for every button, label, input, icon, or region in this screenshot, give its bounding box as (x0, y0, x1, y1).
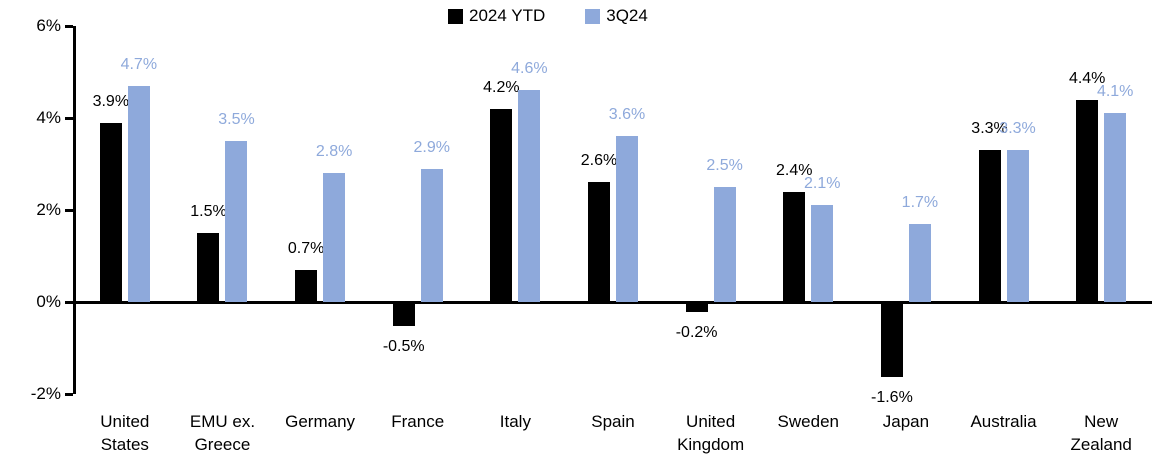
legend-item-3q24: 3Q24 (585, 6, 648, 26)
category-label-emu-ex-greece: EMU ex. Greece (189, 412, 256, 454)
bar-3q24-italy (518, 90, 541, 302)
y-axis-tick (65, 393, 73, 396)
category-label-australia: Australia (970, 412, 1037, 431)
category-label-japan: Japan (882, 412, 930, 431)
legend-swatch-3q24 (585, 8, 601, 24)
data-label-3q24-united-kingdom: 2.5% (706, 157, 743, 174)
chart-legend: 2024 YTD 3Q24 (448, 6, 648, 26)
bar-2024-ytd-australia (978, 150, 1001, 302)
y-axis-tick (65, 209, 73, 212)
bar-3q24-germany (323, 173, 346, 302)
category-label-italy: Italy (499, 412, 531, 431)
category-label-france: France (391, 412, 445, 431)
data-label-3q24-sweden: 2.1% (804, 175, 841, 193)
data-label-3q24-australia: 3.3% (999, 120, 1036, 138)
data-label-2024-ytd-italy: 4.2% (483, 78, 520, 96)
bar-3q24-australia (1006, 150, 1029, 302)
bar-2024-ytd-japan (880, 303, 903, 377)
bar-2024-ytd-france (392, 303, 415, 326)
y-axis-tick (65, 25, 73, 28)
data-label-2024-ytd-germany: 0.7% (287, 239, 325, 257)
bar-3q24-france (420, 168, 443, 302)
data-label-2024-ytd-sweden: 2.4% (776, 161, 813, 179)
data-label-2024-ytd-united-kingdom: -0.2% (675, 324, 718, 342)
data-label-3q24-france: 2.9% (413, 138, 450, 156)
bar-2024-ytd-united-states (99, 122, 122, 302)
bar-2024-ytd-emu-ex-greece (197, 233, 220, 302)
bar-2024-ytd-united-kingdom (685, 303, 708, 313)
data-label-3q24-new-zealand: 4.1% (1096, 83, 1134, 101)
y-axis-tick (65, 117, 73, 120)
y-axis-tick-label: 2% (36, 200, 61, 219)
y-axis-tick-label: -2% (30, 384, 61, 403)
bar-2024-ytd-sweden (783, 191, 806, 302)
data-label-2024-ytd-france: -0.5% (382, 338, 425, 355)
data-label-2024-ytd-united-states: 3.9% (92, 92, 130, 110)
category-label-united-states: United States (100, 412, 150, 454)
legend-label-2024-ytd: 2024 YTD (469, 6, 546, 25)
x-axis-line (73, 301, 1152, 304)
category-label-united-kingdom: United Kingdom (677, 412, 745, 454)
category-label-germany: Germany (285, 412, 356, 431)
category-label-spain: Spain (591, 412, 635, 431)
data-label-3q24-spain: 3.6% (608, 106, 646, 124)
data-label-3q24-italy: 4.6% (511, 60, 548, 78)
data-label-3q24-japan: 1.7% (901, 193, 939, 211)
bar-3q24-new-zealand (1104, 113, 1127, 302)
category-label-new-zealand: New Zealand (1070, 412, 1132, 454)
data-label-2024-ytd-emu-ex-greece: 1.5% (190, 203, 227, 220)
data-label-2024-ytd-japan: -1.6% (871, 388, 913, 406)
y-axis-tick-label: 4% (36, 108, 61, 127)
bar-2024-ytd-germany (295, 269, 318, 302)
data-label-3q24-germany: 2.8% (315, 143, 353, 161)
bar-3q24-emu-ex-greece (225, 141, 248, 302)
bar-2024-ytd-new-zealand (1076, 99, 1099, 302)
data-label-3q24-emu-ex-greece: 3.5% (218, 111, 255, 128)
y-axis-tick-label: 0% (36, 292, 61, 311)
data-label-2024-ytd-spain: 2.6% (580, 152, 618, 170)
bar-2024-ytd-italy (490, 108, 513, 302)
data-label-2024-ytd-new-zealand: 4.4% (1068, 69, 1106, 87)
category-label-sweden: Sweden (777, 412, 839, 431)
bar-3q24-spain (616, 136, 638, 302)
bar-2024-ytd-spain (588, 182, 610, 302)
y-axis-line (73, 26, 76, 394)
legend-swatch-2024-ytd (448, 8, 463, 24)
data-label-2024-ytd-australia: 3.3% (971, 120, 1008, 138)
bar-3q24-sweden (811, 205, 834, 302)
data-label-3q24-united-states: 4.7% (120, 55, 158, 73)
bar-3q24-united-kingdom (713, 187, 736, 302)
bar-3q24-united-states (127, 85, 150, 302)
legend-item-2024-ytd: 2024 YTD (448, 6, 545, 26)
y-axis-tick-label: 6% (36, 16, 61, 35)
legend-label-3q24: 3Q24 (606, 6, 648, 25)
y-axis-tick (65, 301, 73, 304)
bar-3q24-japan (908, 223, 931, 302)
